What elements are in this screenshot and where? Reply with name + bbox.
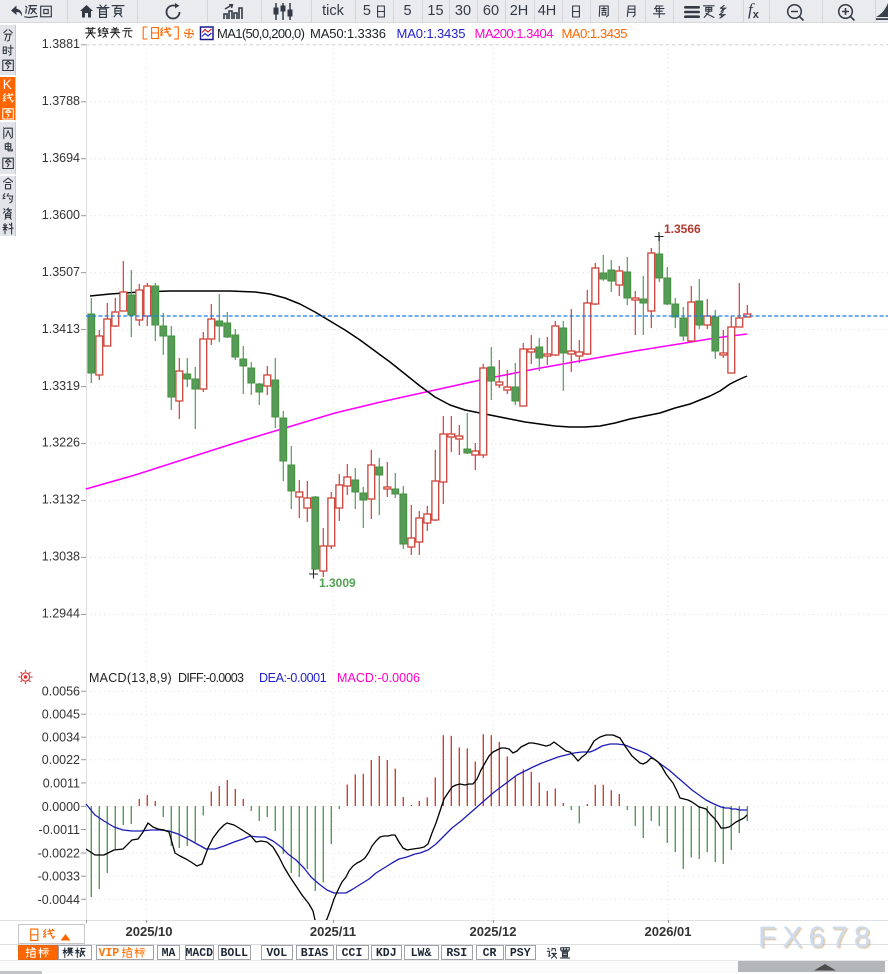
svg-text:0.0011: 0.0011 xyxy=(43,776,80,790)
svg-text:0.0034: 0.0034 xyxy=(42,731,80,745)
svg-text:-0.0044: -0.0044 xyxy=(38,893,80,907)
svg-text:DEA:-0.0001: DEA:-0.0001 xyxy=(259,671,327,685)
svg-text:-0.0011: -0.0011 xyxy=(39,823,81,837)
svg-text:0.0022: 0.0022 xyxy=(42,753,80,767)
svg-text:-0.0022: -0.0022 xyxy=(38,847,80,861)
svg-text:-0.0033: -0.0033 xyxy=(38,870,80,884)
svg-text:MA200:1.3404: MA200:1.3404 xyxy=(475,26,554,41)
svg-text:0.0056: 0.0056 xyxy=(42,685,80,699)
svg-text:MACD:-0.0006: MACD:-0.0006 xyxy=(337,671,420,685)
svg-text:1.3881: 1.3881 xyxy=(42,37,80,51)
svg-text:K: K xyxy=(3,77,12,92)
svg-text:1.3694: 1.3694 xyxy=(42,151,80,165)
svg-text:1.3132: 1.3132 xyxy=(42,493,80,507)
svg-text:1.2944: 1.2944 xyxy=(42,607,80,621)
svg-text:1.3788: 1.3788 xyxy=(42,94,80,108)
svg-text:1.3009: 1.3009 xyxy=(319,576,356,590)
svg-text:1.3507: 1.3507 xyxy=(42,265,80,279)
svg-text:1.3566: 1.3566 xyxy=(664,222,701,236)
svg-text:MACD(13,8,9): MACD(13,8,9) xyxy=(89,671,172,685)
svg-text:1.3038: 1.3038 xyxy=(42,550,80,564)
svg-text:MA50:1.3336: MA50:1.3336 xyxy=(310,26,386,41)
svg-text:1.3226: 1.3226 xyxy=(42,436,80,450)
svg-text:1.3319: 1.3319 xyxy=(42,379,80,393)
svg-text:1.3413: 1.3413 xyxy=(42,322,80,336)
svg-text:0.0045: 0.0045 xyxy=(42,708,80,722)
svg-text:DIFF:-0.0003: DIFF:-0.0003 xyxy=(178,671,244,685)
svg-text:MA0:1.3435: MA0:1.3435 xyxy=(397,26,466,41)
svg-text:MA1(50,0,200,0): MA1(50,0,200,0) xyxy=(217,26,305,41)
svg-text:MA0:1.3435: MA0:1.3435 xyxy=(562,26,628,41)
svg-text:1.3600: 1.3600 xyxy=(42,208,80,222)
svg-text:0.0000: 0.0000 xyxy=(42,800,80,814)
